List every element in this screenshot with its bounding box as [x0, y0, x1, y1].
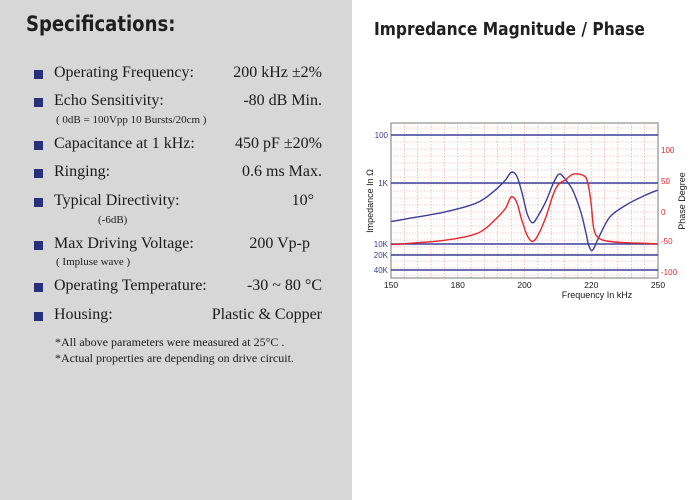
spec-value: 200 Vp-p — [249, 235, 310, 252]
spec-value: 200 kHz ±2% — [233, 64, 322, 81]
spec-echo-sensitivity: Echo Sensitivity: -80 dB Min. — [34, 92, 334, 116]
chart-title: Impredance Magnitude / Phase — [374, 19, 645, 40]
bullet-icon — [34, 241, 43, 250]
bullet-icon — [34, 169, 43, 178]
left-tick-label: 1K — [378, 179, 388, 188]
grid — [391, 123, 658, 278]
spec-value: 450 pF ±20% — [234, 135, 322, 152]
spec-label: Operating Frequency: — [54, 64, 194, 81]
spec-label: Echo Sensitivity: — [54, 92, 164, 109]
right-tick-label: 0 — [661, 208, 666, 217]
spec-housing: Housing: Plastic & Copper — [34, 306, 334, 330]
left-tick-label: 10K — [374, 240, 389, 249]
x-tick-label: 180 — [451, 280, 465, 290]
left-tick-label: 100 — [375, 131, 389, 140]
impedance-line — [390, 171, 659, 252]
spec-value: 10° — [291, 192, 314, 209]
specifications-panel: Specifications: Operating Frequency: 200… — [0, 0, 352, 500]
right-tick-label: 50 — [661, 177, 670, 186]
left-tick-label: 40K — [374, 266, 389, 275]
x-tick-label: 150 — [384, 280, 398, 290]
bullet-icon — [34, 98, 43, 107]
spec-capacitance: Capacitance at 1 kHz: 450 pF ±20% — [34, 135, 334, 159]
spec-max-driving-voltage: Max Driving Voltage: 200 Vp-p — [34, 235, 334, 259]
spec-note-directivity: (-6dB) — [98, 214, 128, 226]
spec-value: -30 ~ 80 °C — [246, 277, 322, 294]
spec-typical-directivity: Typical Directivity: 10° — [34, 192, 334, 216]
spec-label: Operating Temperature: — [54, 277, 207, 294]
spec-label: Typical Directivity: — [54, 192, 180, 209]
spec-label: Housing: — [54, 306, 113, 323]
spec-value: -80 dB Min. — [243, 92, 322, 109]
spec-operating-temperature: Operating Temperature: -30 ~ 80 °C — [34, 277, 334, 301]
left-tick-label: 20K — [374, 251, 389, 260]
spec-note-voltage: ( Impluse wave ) — [56, 256, 131, 268]
spec-operating-frequency: Operating Frequency: 200 kHz ±2% — [34, 64, 334, 88]
spec-label: Ringing: — [54, 163, 111, 180]
major-grid — [391, 134, 658, 271]
footnote-measurement: *All above parameters were measured at 2… — [55, 335, 285, 349]
impedance-phase-chart: 150 180 200 220 250 100 1K 10K 20K 40K 100 50 0 -50 -1… — [365, 122, 687, 300]
right-tick-label: 100 — [661, 146, 675, 155]
bullet-icon — [34, 198, 43, 207]
phase-line — [390, 173, 659, 246]
right-axis-label: Phase Degree — [677, 172, 687, 230]
specifications-heading: Specifications: — [26, 12, 176, 36]
spec-value: Plastic & Copper — [211, 306, 322, 323]
spec-note-echo: ( 0dB = 100Vpp 10 Bursts/20cm ) — [56, 114, 207, 126]
right-tick-label: -100 — [661, 268, 678, 277]
left-axis-label: Impedance In Ω — [365, 169, 375, 233]
x-tick-label: 200 — [517, 280, 531, 290]
bullet-icon — [34, 312, 43, 321]
spec-ringing: Ringing: 0.6 ms Max. — [34, 163, 334, 187]
footnote-drive-circuit: *Actual properties are depending on driv… — [55, 351, 294, 365]
tick-labels: 150 180 200 220 250 100 1K 10K 20K 40K 100 50 0 -50 -1… — [374, 131, 678, 290]
spec-value: 0.6 ms Max. — [242, 163, 322, 180]
bullet-icon — [34, 141, 43, 150]
series-lines — [390, 171, 659, 252]
spec-label: Max Driving Voltage: — [54, 235, 194, 252]
x-axis-label: Frequency In kHz — [562, 290, 633, 300]
right-tick-label: -50 — [661, 237, 673, 246]
bullet-icon — [34, 283, 43, 292]
spec-label: Capacitance at 1 kHz: — [54, 135, 195, 152]
bullet-icon — [34, 70, 43, 79]
x-tick-label: 220 — [584, 280, 598, 290]
x-tick-label: 250 — [651, 280, 665, 290]
